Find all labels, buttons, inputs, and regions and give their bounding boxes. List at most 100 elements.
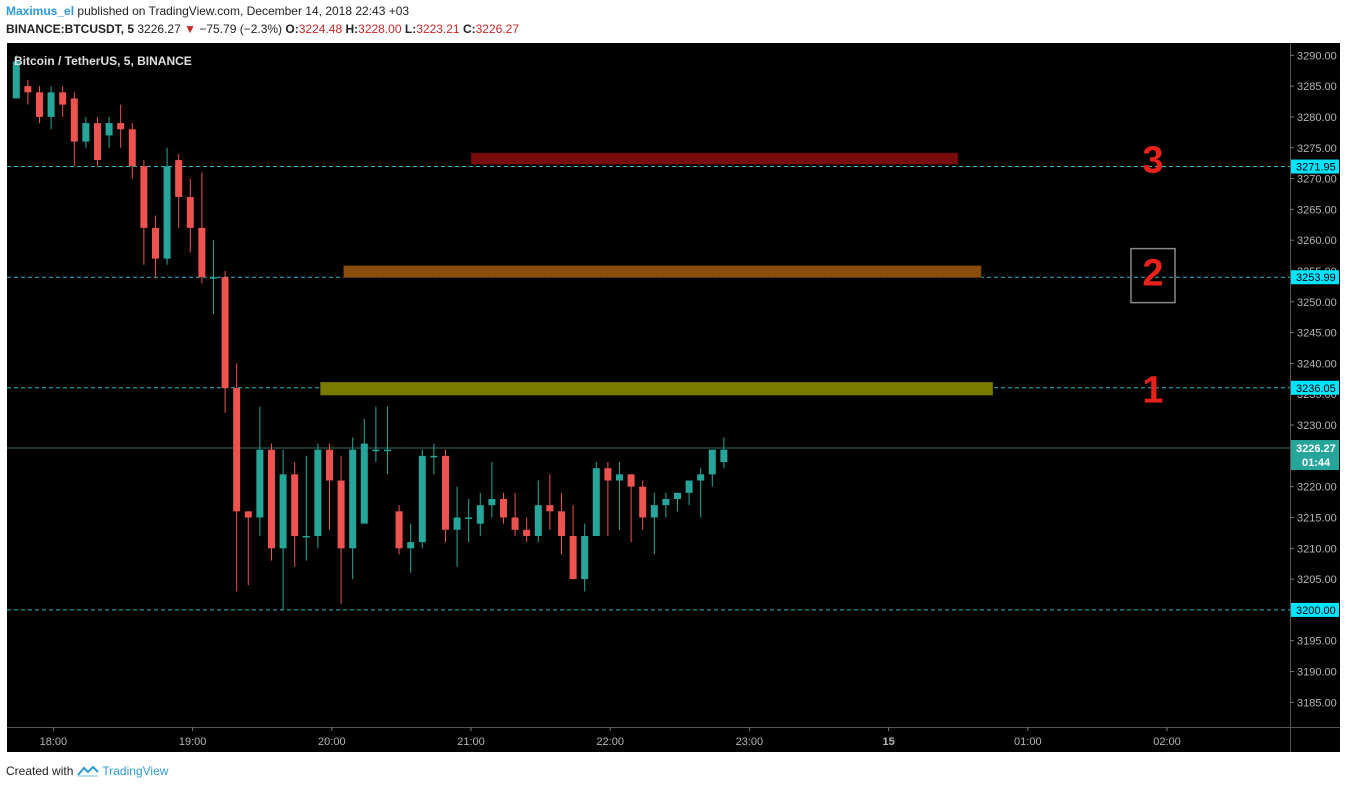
close-key: C: [462, 22, 476, 36]
zone-1-rect [319, 381, 994, 396]
candle-body [35, 92, 43, 117]
price-tick-label: 3190.00 [1297, 667, 1337, 679]
candle-body [650, 505, 658, 518]
candle-body [476, 505, 484, 524]
time-tick-label: 19:00 [179, 736, 207, 748]
candle-body [163, 166, 171, 259]
candle-body [47, 92, 55, 117]
time-tick-label: 23:00 [736, 736, 764, 748]
level-price-label: 3271.95 [1296, 162, 1336, 174]
chart-title: Bitcoin / TetherUS, 5, BINANCE [14, 54, 192, 68]
price-tick-label: 3245.00 [1297, 328, 1337, 340]
tradingview-brand-link[interactable]: TradingView [102, 764, 169, 778]
zone-3-number: 3 [1142, 140, 1163, 182]
candle-body [383, 449, 391, 452]
change-text: −75.79 (−2.3%) [199, 22, 283, 36]
candle-body [175, 160, 183, 198]
candle-body [151, 227, 159, 259]
time-tick-label: 02:00 [1153, 736, 1181, 748]
price-tick-label: 3290.00 [1297, 50, 1337, 62]
level-price-label: 3253.99 [1296, 272, 1336, 284]
time-tick-label: 18:00 [40, 736, 68, 748]
last-price-text: 3226.27 [137, 22, 181, 36]
candle-body [244, 511, 252, 518]
candle-body [697, 474, 705, 481]
author-name[interactable]: Maximus_el [6, 4, 75, 18]
price-tick-label: 3265.00 [1297, 204, 1337, 216]
down-arrow-icon: ▼ [184, 22, 196, 36]
level-price-tag [1291, 380, 1339, 395]
candle-body [279, 474, 287, 549]
publish-info: Maximus_el published on TradingView.com,… [6, 4, 409, 18]
candle-body [511, 517, 519, 530]
candle-body [441, 455, 449, 530]
candle-body [256, 449, 264, 518]
countdown-label: 01:44 [1302, 457, 1331, 469]
price-tick-label: 3230.00 [1297, 420, 1337, 432]
time-axis [7, 727, 1290, 752]
candle-body [465, 517, 473, 519]
zone-2-selection-box [1130, 247, 1176, 304]
level-price-tag [1291, 270, 1339, 285]
price-tick-label: 3270.00 [1297, 174, 1337, 186]
level-price-tag [1291, 159, 1339, 174]
candle-body [302, 535, 310, 538]
candle-body [12, 61, 20, 99]
candle-body [546, 505, 554, 512]
candle-body [349, 449, 357, 549]
price-tick-label: 3240.00 [1297, 358, 1337, 370]
price-tick-label: 3280.00 [1297, 112, 1337, 124]
candle-body [569, 535, 577, 580]
last-price-label: 3226.27 [1296, 443, 1336, 455]
created-with-text: Created with [6, 764, 74, 778]
candle-body [186, 197, 194, 228]
candle-body [82, 123, 90, 142]
candle-body [523, 529, 531, 536]
publish-text: published on TradingView.com, December 1… [77, 4, 410, 18]
level-price-label: 3200.00 [1296, 605, 1336, 617]
candle-body [337, 480, 345, 549]
time-tick-label: 20:00 [318, 736, 346, 748]
candle-body [70, 98, 78, 142]
candle-body [720, 449, 728, 463]
zone-2-rect [342, 264, 982, 279]
candle-body [407, 542, 415, 549]
candle-body [325, 449, 333, 481]
candle-body [534, 505, 542, 536]
last-price-tag [1291, 440, 1339, 471]
high-value: 3228.00 [358, 22, 402, 36]
price-tick-label: 3210.00 [1297, 543, 1337, 555]
candle-body [418, 455, 426, 543]
candle-body [488, 499, 496, 506]
candle-body [233, 388, 241, 512]
candle-body [499, 499, 507, 518]
candle-body [639, 486, 647, 518]
candle-body [59, 92, 67, 105]
zone-2-number: 2 [1142, 253, 1163, 295]
candle-body [372, 449, 380, 452]
candle-body [117, 123, 125, 130]
tradingview-logo-icon [77, 765, 100, 777]
candle-body [140, 166, 148, 228]
candle-body [673, 492, 681, 499]
candle-body [105, 123, 113, 136]
price-tick-label: 3275.00 [1297, 143, 1337, 155]
candle-body [604, 468, 612, 481]
price-tick-label: 3260.00 [1297, 235, 1337, 247]
price-tick-label: 3215.00 [1297, 512, 1337, 524]
candle-body [581, 535, 589, 580]
candle-body [557, 511, 565, 536]
time-tick-label: 22:00 [596, 736, 624, 748]
price-tick-label: 3195.00 [1297, 636, 1337, 648]
level-price-tag [1291, 602, 1339, 617]
price-tick-label: 3250.00 [1297, 297, 1337, 309]
candle-body [128, 129, 136, 167]
price-tick-label: 3285.00 [1297, 81, 1337, 93]
candle-body [267, 449, 275, 549]
candle-body [662, 499, 670, 506]
candle-body [314, 449, 322, 536]
open-value: 3224.48 [298, 22, 343, 36]
low-key: L: [404, 22, 417, 36]
zone-3-rect [470, 152, 959, 165]
